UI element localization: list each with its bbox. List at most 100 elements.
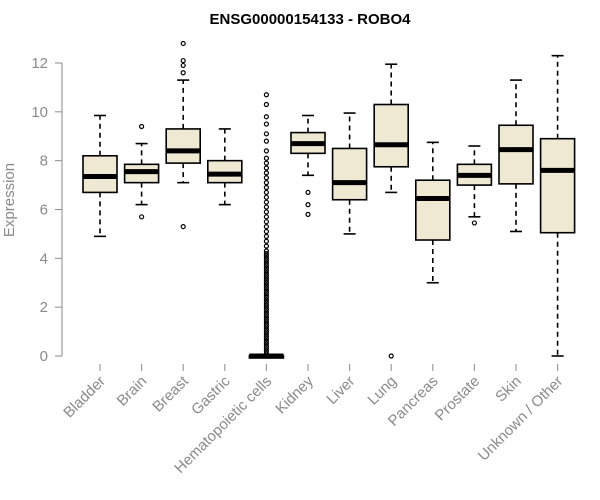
outlier-point (180, 70, 186, 76)
outlier-point (263, 292, 269, 298)
x-tick-label: Liver (323, 373, 358, 408)
outlier-point (180, 57, 186, 64)
outlier-point (263, 338, 269, 344)
outlier-point (263, 255, 269, 261)
box-breast (165, 40, 201, 230)
box-unknown-other (539, 54, 576, 357)
outlier-point (263, 346, 269, 352)
y-tick-label: 0 (40, 348, 48, 365)
box-lung (373, 63, 410, 359)
outlier-point (263, 307, 269, 313)
outlier-point (263, 275, 269, 281)
box-iqr (414, 179, 451, 241)
outlier-point (263, 311, 269, 318)
x-tick-label: Skin (492, 373, 525, 406)
box-gastric (207, 128, 243, 206)
x-tick-label: Brain (114, 373, 151, 410)
outlier-point (139, 214, 145, 220)
outlier-point (263, 289, 269, 296)
chart-title: ENSG00000154133 - ROBO4 (210, 11, 412, 28)
outlier-point (139, 123, 145, 130)
outlier-point (263, 270, 269, 276)
y-tick-label: 12 (31, 55, 48, 72)
boxes-group (82, 40, 576, 359)
outlier-point (305, 189, 311, 196)
y-axis: 0 2 4 6 8 10 12 (31, 55, 63, 365)
outlier-point (263, 309, 269, 315)
outlier-point (263, 243, 269, 249)
outlier-point (263, 121, 269, 127)
outlier-point (263, 326, 269, 332)
outlier-point (263, 272, 269, 279)
outlier-point (263, 189, 269, 196)
outlier-point (263, 341, 269, 347)
outlier-point (263, 350, 269, 357)
outlier-point (263, 260, 269, 266)
outlier-point (263, 277, 269, 283)
outlier-point (263, 204, 269, 210)
outlier-point (263, 180, 269, 186)
outlier-point (263, 333, 269, 340)
outlier-point (263, 336, 269, 342)
x-tick-label: Bladder (60, 373, 109, 422)
outlier-point (263, 294, 269, 300)
box-iqr (539, 137, 576, 234)
y-tick-label: 8 (40, 153, 48, 170)
outlier-point (263, 248, 269, 254)
box-iqr (498, 124, 534, 185)
outlier-point (263, 265, 269, 271)
box-kidney (290, 114, 326, 217)
box-brain (123, 123, 160, 220)
outlier-point (263, 253, 269, 259)
outlier-point (263, 348, 269, 354)
outlier-point (263, 343, 269, 349)
x-tick-label: Lung (364, 373, 400, 409)
x-tick-label: Breast (149, 372, 192, 415)
outlier-point (263, 92, 269, 98)
outlier-point (263, 297, 269, 303)
outlier-point (263, 304, 269, 310)
box-pancreas (414, 141, 451, 284)
outlier-point (180, 62, 186, 69)
outlier-point (263, 101, 269, 108)
outlier-point (263, 250, 269, 257)
outlier-point (263, 238, 269, 244)
outlier-point (305, 202, 311, 208)
outlier-point (263, 131, 269, 137)
outlier-point (263, 184, 269, 191)
box-iqr (373, 103, 410, 168)
outlier-point (263, 285, 269, 291)
box-liver (331, 112, 368, 235)
outlier-point (471, 220, 477, 226)
outlier-point (263, 160, 269, 166)
outlier-point (263, 267, 269, 274)
box-hematopoietic-cells (248, 92, 285, 359)
box-iqr (165, 128, 201, 164)
outlier-point (263, 148, 269, 154)
outlier-point (263, 321, 269, 327)
box-prostate (456, 145, 493, 226)
outlier-point (263, 287, 269, 293)
outlier-point (263, 170, 269, 176)
outlier-point (263, 316, 269, 322)
outlier-point (180, 223, 186, 230)
outlier-point (263, 209, 269, 215)
box-iqr (331, 147, 368, 201)
outlier-point (180, 40, 186, 47)
box-skin (498, 79, 534, 233)
y-axis-label: Expression (1, 163, 18, 237)
x-tick-label: Prostate (432, 373, 484, 425)
outlier-point (263, 282, 269, 288)
box-bladder (82, 114, 118, 238)
outlier-point (263, 258, 269, 264)
outlier-point (263, 324, 269, 330)
outlier-point (263, 263, 269, 269)
outlier-point (263, 299, 269, 305)
outlier-point (263, 199, 269, 205)
y-tick-label: 6 (40, 202, 48, 219)
outlier-point (305, 211, 311, 217)
outlier-point (263, 155, 269, 161)
outlier-point (263, 114, 269, 120)
outlier-point (263, 280, 269, 286)
